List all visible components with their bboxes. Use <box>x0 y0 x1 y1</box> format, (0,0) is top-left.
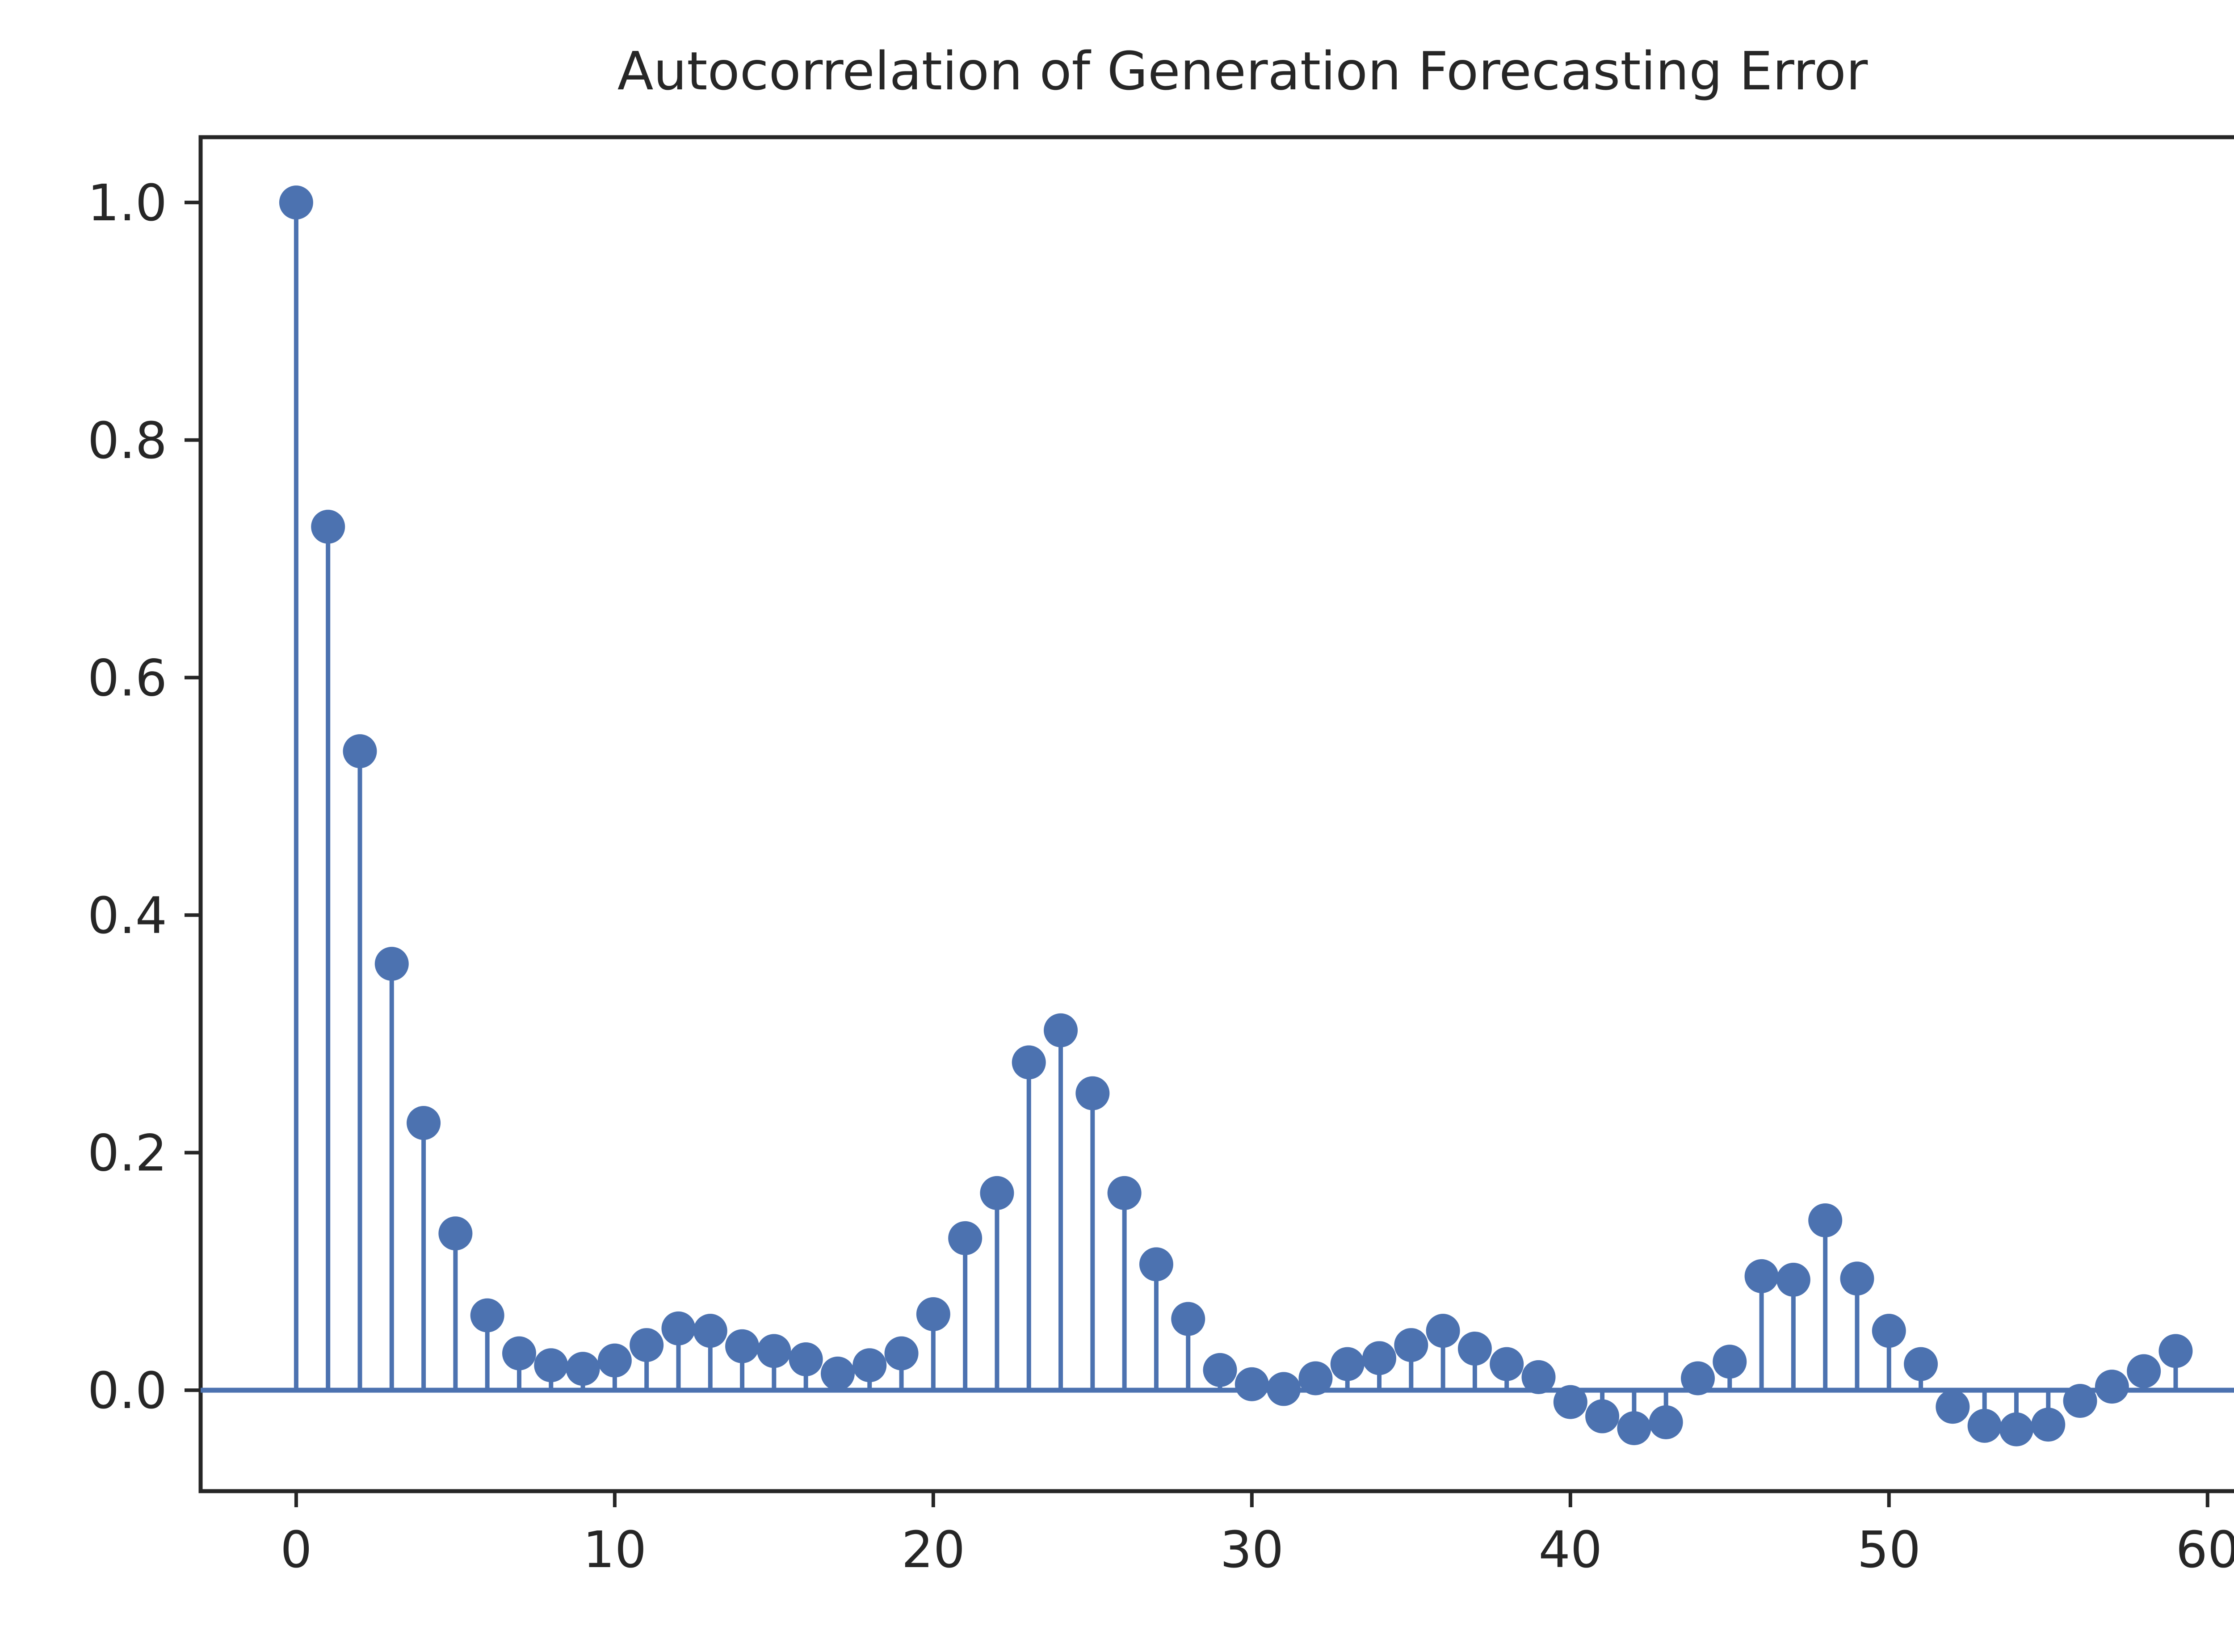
stem-marker <box>1203 1353 1237 1387</box>
stem-marker <box>789 1342 823 1376</box>
data-marks <box>201 185 2234 1446</box>
stem-marker <box>502 1336 536 1370</box>
stem-marker <box>343 734 377 769</box>
stem-marker <box>1585 1399 1620 1433</box>
stem-marker <box>693 1314 727 1348</box>
stem-marker <box>438 1216 473 1251</box>
stem-marker <box>1840 1261 1874 1296</box>
stem-marker <box>374 946 409 981</box>
stem-marker <box>1936 1390 1970 1424</box>
stem-marker <box>2158 1334 2193 1368</box>
stem-marker <box>2095 1370 2129 1404</box>
stem-marker <box>916 1297 950 1331</box>
y-tick-label: 0.6 <box>88 649 167 707</box>
stem-marker <box>279 185 313 220</box>
stem-marker <box>661 1311 696 1345</box>
stem-marker <box>1649 1405 1683 1439</box>
stem-marker <box>1044 1013 1078 1047</box>
stem-marker <box>1107 1176 1142 1210</box>
stem-marker <box>1171 1302 1205 1336</box>
stem-marker <box>1553 1385 1587 1419</box>
stem-marker <box>1967 1408 2002 1443</box>
stem-marker <box>2127 1354 2161 1388</box>
x-tick-label: 50 <box>1857 1521 1921 1579</box>
stem-marker <box>1267 1372 1301 1406</box>
chart-title: Autocorrelation of Generation Forecastin… <box>617 40 1868 102</box>
stem-marker <box>534 1348 568 1383</box>
stem-marker <box>1330 1347 1365 1381</box>
stem-marker <box>1713 1345 1747 1379</box>
x-axis: 0 10 20 30 40 50 60 <box>280 1491 2234 1579</box>
stem-marker <box>2063 1384 2097 1418</box>
stem-marker <box>630 1328 664 1362</box>
x-tick-label: 40 <box>1539 1521 1603 1579</box>
stem-marker <box>948 1221 983 1255</box>
x-tick-label: 10 <box>583 1521 647 1579</box>
x-tick-label: 0 <box>280 1521 312 1579</box>
stem-marker <box>1394 1328 1428 1362</box>
y-tick-label: 0.4 <box>88 887 167 945</box>
x-tick-label: 20 <box>902 1521 966 1579</box>
stem-marker <box>757 1334 791 1368</box>
stem-marker <box>1904 1347 1938 1381</box>
stem-marker <box>566 1352 600 1386</box>
stem-marker <box>725 1329 760 1363</box>
stem-marker <box>311 509 345 544</box>
stem-marker <box>1426 1314 1460 1348</box>
y-tick-label: 0.2 <box>88 1125 167 1183</box>
stem-marker <box>1776 1262 1810 1297</box>
stem-marker <box>1808 1203 1843 1237</box>
stem-marker <box>1680 1361 1715 1396</box>
stem-marker <box>1457 1332 1492 1366</box>
y-tick-label: 1.0 <box>88 174 167 232</box>
stem-marker <box>1012 1045 1046 1080</box>
y-axis: 0.0 0.2 0.4 0.6 0.8 1.0 <box>88 174 201 1420</box>
stem-marker <box>1999 1412 2033 1446</box>
stem-marker <box>1235 1367 1269 1401</box>
stem-marker <box>1490 1347 1524 1381</box>
stem-marker <box>884 1336 919 1370</box>
stem-marker <box>2031 1408 2066 1442</box>
plot-frame <box>198 135 2234 1493</box>
stem-marker <box>1521 1360 1556 1394</box>
x-tick-label: 30 <box>1220 1521 1284 1579</box>
stem-marker <box>1617 1411 1651 1446</box>
stem-marker <box>407 1106 441 1140</box>
stem-marker <box>1298 1361 1333 1396</box>
stem-marker <box>1872 1314 1906 1348</box>
stem-marker <box>980 1176 1014 1210</box>
axes: 0 10 20 30 40 50 60 0.0 0.2 0.4 0.6 0.8 1.0 <box>88 135 2234 1579</box>
stem-marker <box>820 1356 855 1391</box>
stem-marker <box>1139 1247 1173 1282</box>
stem-marker <box>597 1343 632 1378</box>
stem-marker <box>470 1298 504 1333</box>
x-tick-label: 60 <box>2175 1521 2234 1579</box>
y-tick-label: 0.0 <box>88 1362 167 1420</box>
stem-marker <box>852 1348 887 1383</box>
stem-marker <box>1744 1259 1779 1293</box>
y-tick-label: 0.8 <box>88 412 167 470</box>
stem-marker <box>1075 1076 1110 1110</box>
stem-marker <box>1362 1341 1397 1375</box>
